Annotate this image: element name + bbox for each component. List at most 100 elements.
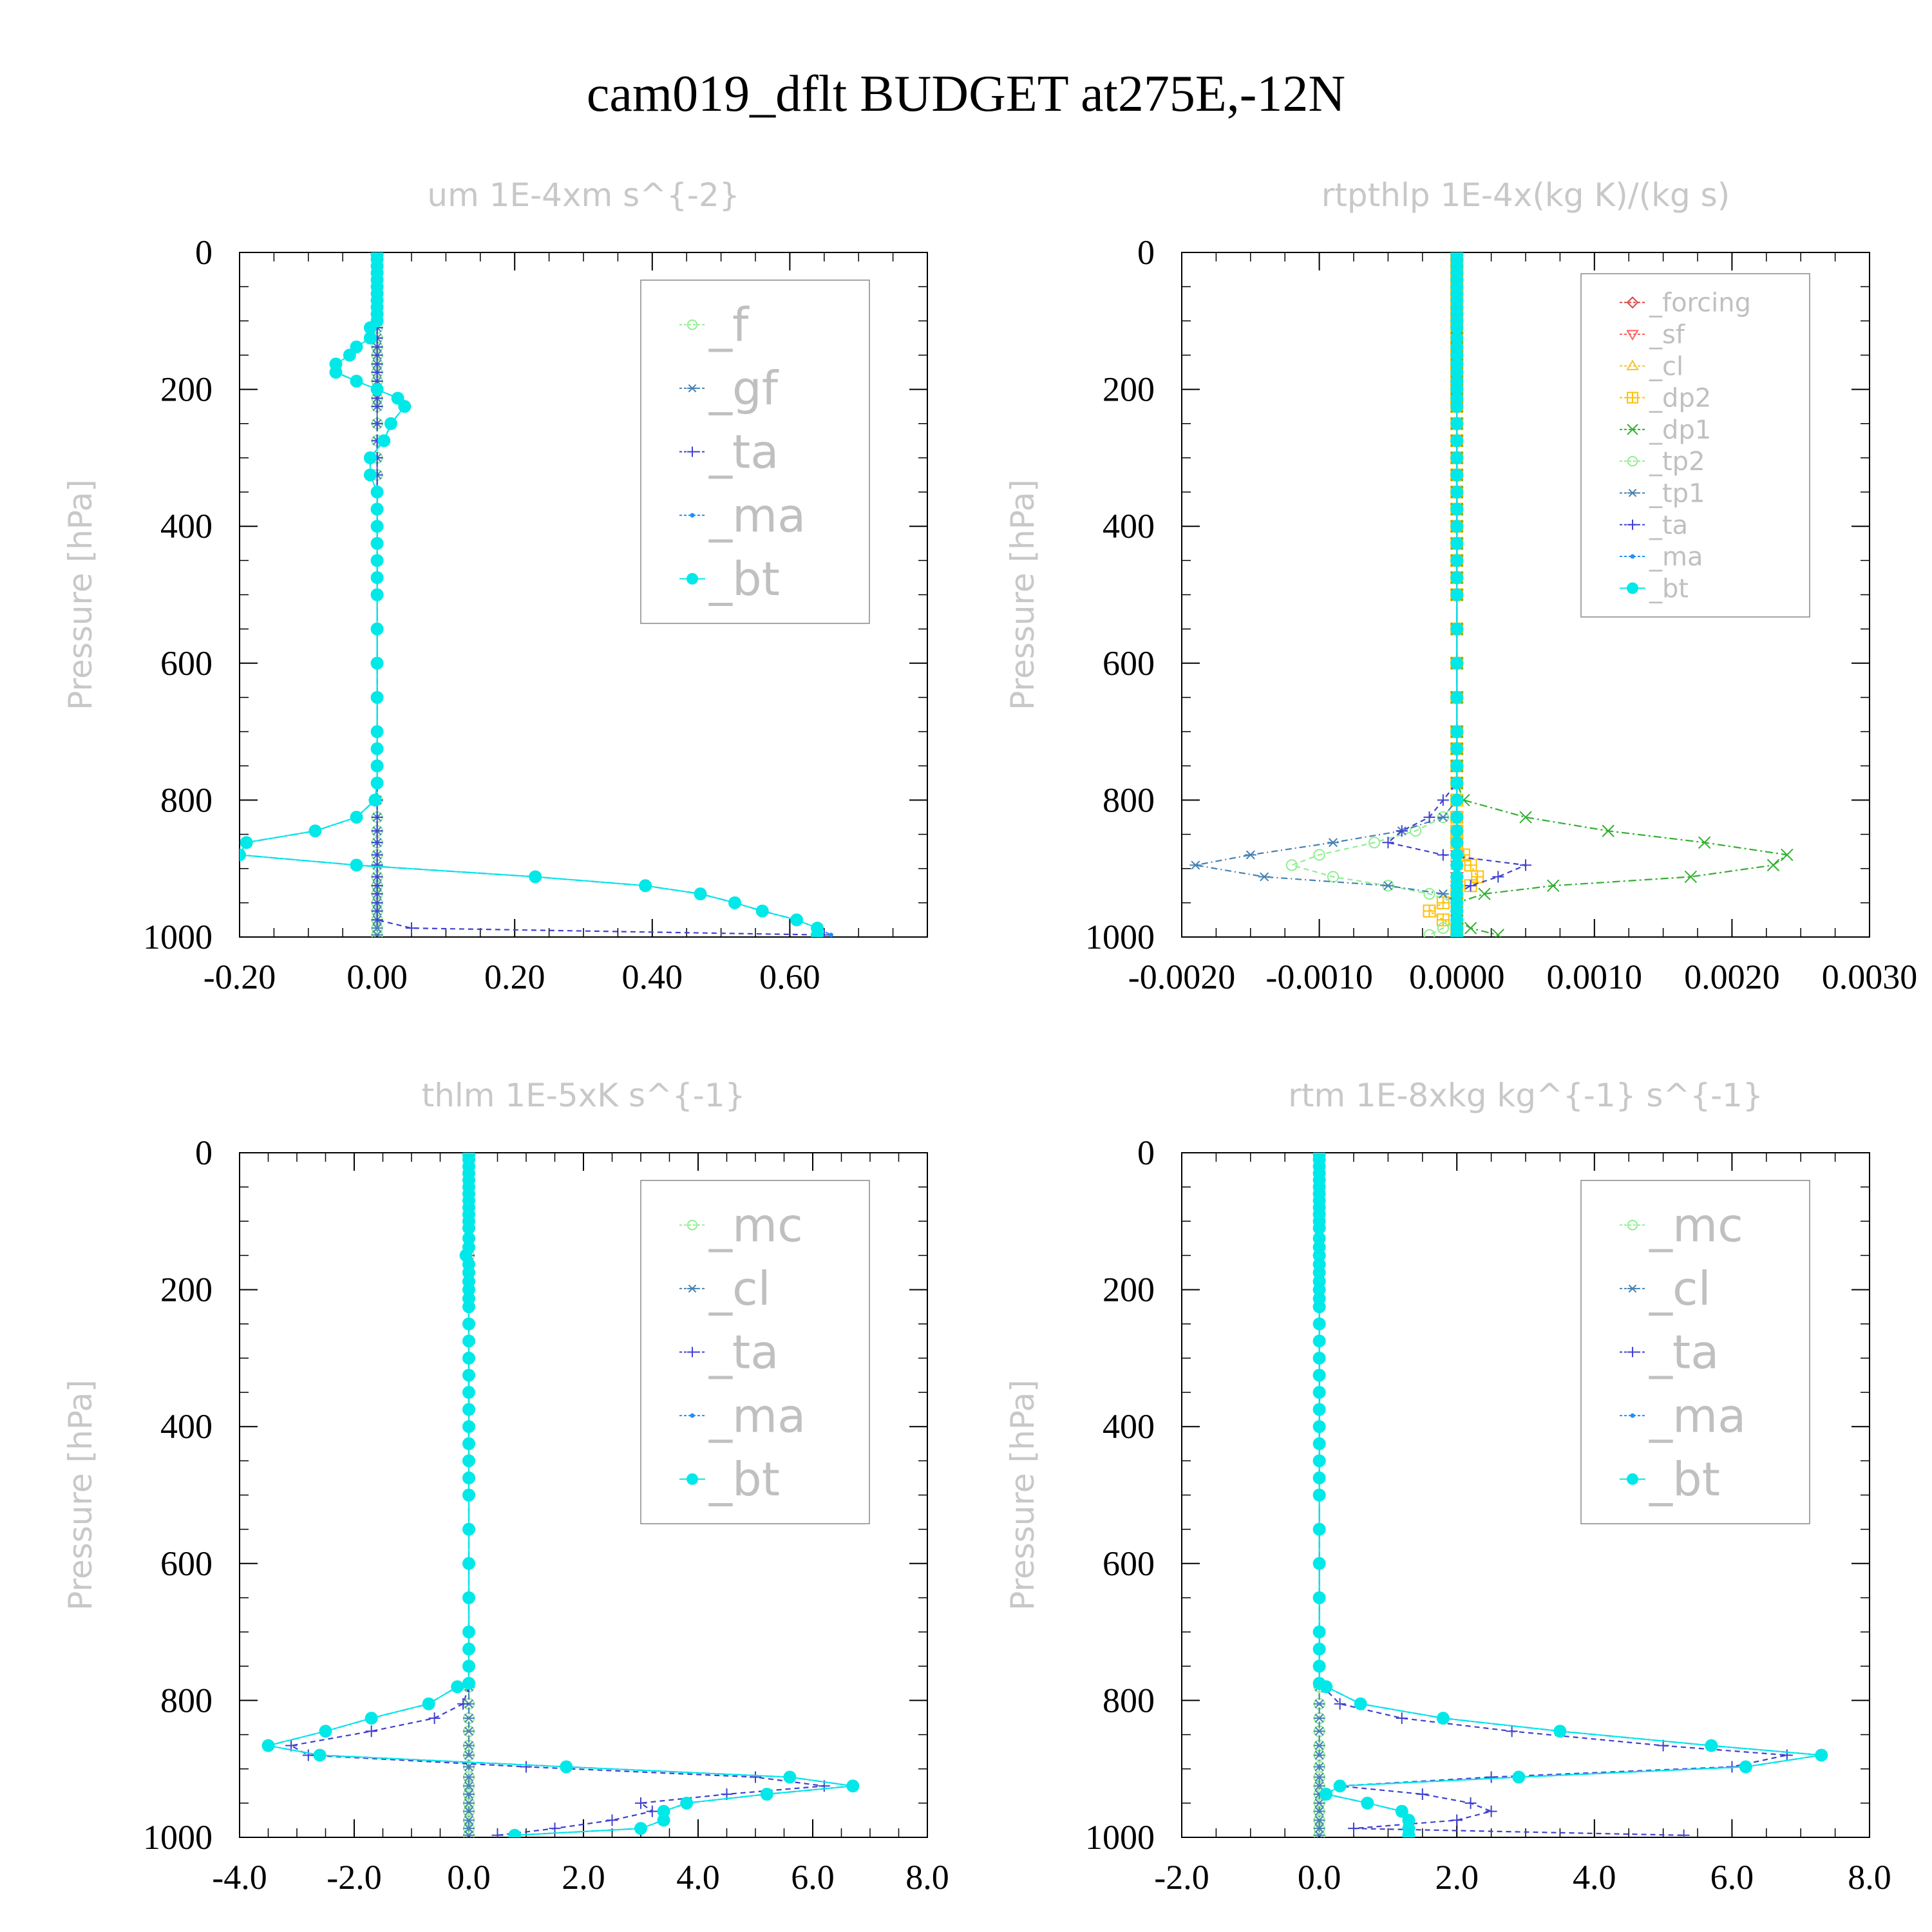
data-point [1815,1748,1828,1762]
legend-item: _bt [1620,1452,1720,1506]
data-point [1313,1824,1325,1833]
legend-item: _cl [679,1262,771,1316]
data-point [1312,1660,1326,1673]
x-tick-label: 8.0 [905,1858,949,1897]
data-point [1464,1797,1477,1809]
legend-item: _mc [1620,1198,1743,1253]
panel-title: thlm 1E-5xK s^{-1} [422,1077,746,1114]
x-tick-label: 0.0 [447,1858,491,1897]
legend-label: _cl [1649,352,1683,381]
data-point [1657,1739,1669,1752]
data-point [1450,400,1464,413]
data-point [1450,468,1464,482]
data-point [1416,1788,1428,1801]
chart-panel-3: thlm 1E-5xK s^{-1} Pressure [hPa] 0 200 400 6… [62,1077,949,1897]
data-point [463,1781,475,1791]
data-point [371,859,383,871]
data-point [462,1625,475,1639]
data-point [371,923,383,933]
y-tick-label: 1000 [143,1818,213,1857]
data-point [1450,793,1464,807]
data-point [508,1828,522,1837]
data-point [646,1805,658,1817]
data-point [1368,837,1381,849]
legend-label: _sf [1649,320,1685,350]
data-point [657,1814,670,1827]
data-point [1313,1727,1325,1736]
data-point [462,1522,475,1536]
data-point [1312,1368,1326,1382]
y-tick-label: 200 [1103,1271,1155,1309]
y-tick-label: 800 [160,781,213,819]
x-tick-label: -0.0010 [1265,958,1372,996]
legend-item: _dp2 [1620,384,1711,413]
x-tick-label: 0.0 [1298,1858,1341,1897]
data-point [1334,1698,1346,1710]
panel-title: rtpthlp 1E-4x(kg K)/(kg s) [1321,176,1730,214]
legend-item: _forcing [1620,289,1751,318]
data-point [462,1660,475,1673]
x-tick-label: 0.0020 [1684,958,1780,996]
y-tick-label: 1000 [143,918,213,956]
data-point [1313,1699,1325,1709]
data-point [1312,1351,1326,1365]
data-point [370,520,384,533]
legend-marker [690,513,695,518]
y-tick-label: 800 [1103,781,1155,819]
data-point [1698,836,1711,849]
legend-marker [1627,392,1638,404]
data-point [463,1815,475,1825]
data-point [1450,366,1464,379]
data-point [398,400,412,413]
data-point [1189,860,1202,870]
data-point [549,1823,561,1835]
data-point [462,1334,475,1348]
data-point [350,810,363,824]
legend-label: _dp1 [1649,415,1711,445]
data-point [1312,1437,1326,1450]
data-point [1313,1781,1325,1791]
data-point [1436,1712,1450,1725]
data-point [560,1760,573,1774]
data-point [370,502,384,516]
legend-label: _gf [708,361,779,415]
data-point [1451,1814,1463,1826]
y-tick-label: 400 [1103,1407,1155,1446]
data-point [1395,1804,1408,1818]
data-point [1312,1522,1326,1536]
data-point [1382,837,1394,849]
data-point [319,1725,332,1738]
data-point [370,571,384,584]
x-tick-label: 0.0000 [1409,958,1505,996]
y-tick-label: 200 [160,1271,213,1309]
data-point [1450,554,1464,567]
data-point [1781,1749,1793,1761]
data-point [463,1806,475,1816]
legend-marker [687,319,698,330]
data-point [463,1790,475,1799]
data-point [370,776,384,790]
x-tick-label: 0.00 [346,958,408,996]
data-point [1437,922,1449,934]
data-point [1450,776,1464,790]
data-point [1450,520,1464,533]
data-point [363,321,377,334]
y-tick-label: 400 [1103,507,1155,545]
legend-item: _ta [1620,511,1688,540]
legend: _forcing_sf_cl _dp2_dp1_tp2_tp1 _ta_ma_bt [1580,273,1810,618]
data-point [370,554,384,567]
data-point [462,1454,475,1468]
y-tick-label: 400 [160,507,213,545]
data-point [462,1676,475,1690]
legend-marker [1626,296,1639,309]
data-point [1519,811,1532,824]
data-point [308,824,322,838]
data-point [1312,1266,1326,1280]
legend-label: _ta [708,1325,779,1379]
data-point [462,1420,475,1434]
data-point [1320,1680,1333,1694]
data-point [846,1779,860,1793]
data-point [635,1797,647,1809]
series-bt [1450,252,1464,937]
